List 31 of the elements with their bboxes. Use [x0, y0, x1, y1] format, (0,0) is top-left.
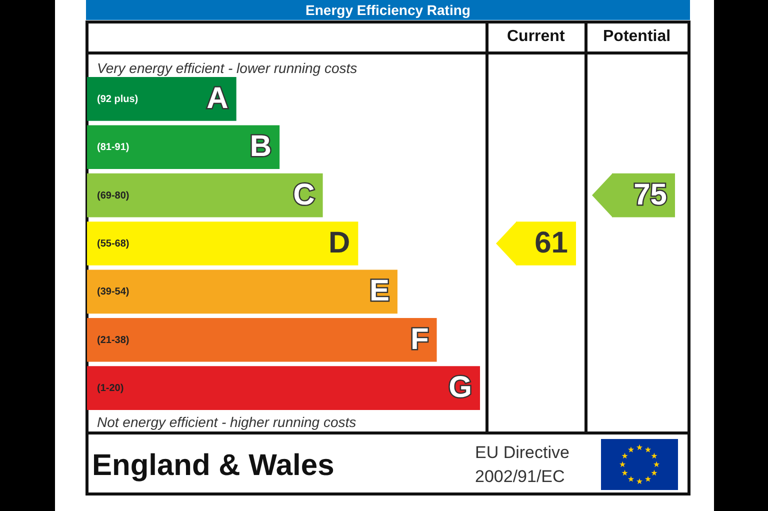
chart-title: Energy Efficiency Rating	[86, 0, 690, 20]
annotation: (1-20)	[97, 383, 124, 394]
annotation: (55-68)	[97, 238, 130, 250]
text: Not energy efficient - higher running costs	[97, 414, 356, 430]
annotation: (92 plus)	[97, 94, 138, 105]
y-tick-label: D	[328, 226, 350, 260]
y-tick-label: C	[293, 178, 315, 212]
bar	[87, 77, 236, 121]
text: England & Wales	[92, 448, 334, 483]
bar	[87, 366, 480, 410]
annotation: (81-91)	[97, 142, 130, 154]
y-tick-label: F	[410, 322, 429, 356]
bar	[87, 173, 323, 218]
bar	[87, 222, 358, 266]
y-tick-label: A	[206, 82, 228, 115]
data-label: 61	[534, 226, 568, 260]
text: 2002/91/EC	[475, 467, 565, 487]
text: EU Directive	[475, 443, 570, 463]
bar	[87, 318, 437, 362]
data-label: 75	[634, 178, 667, 212]
bar	[87, 270, 398, 314]
y-tick-label: E	[369, 274, 390, 308]
bar	[87, 125, 280, 170]
chart-title: Current	[507, 28, 565, 46]
chart-title: Potential	[603, 28, 671, 46]
annotation: Very energy efficient - lower running costs	[97, 60, 358, 76]
annotation: (39-54)	[97, 286, 130, 298]
y-tick-label: G	[448, 371, 472, 404]
y-tick-label: B	[250, 130, 272, 164]
annotation: (69-80)	[97, 190, 130, 202]
annotation: (21-38)	[97, 334, 130, 346]
